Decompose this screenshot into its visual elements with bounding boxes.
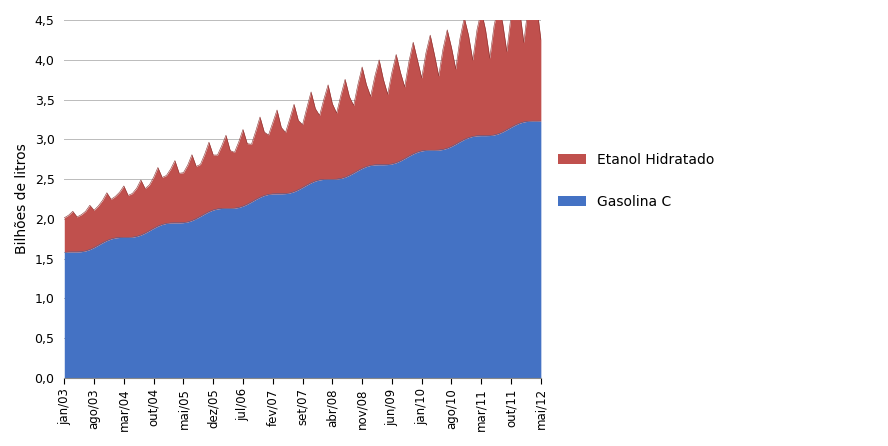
- Y-axis label: Bilhões de litros: Bilhões de litros: [15, 144, 29, 254]
- Legend: Etanol Hidratado, Gasolina C: Etanol Hidratado, Gasolina C: [552, 148, 720, 215]
